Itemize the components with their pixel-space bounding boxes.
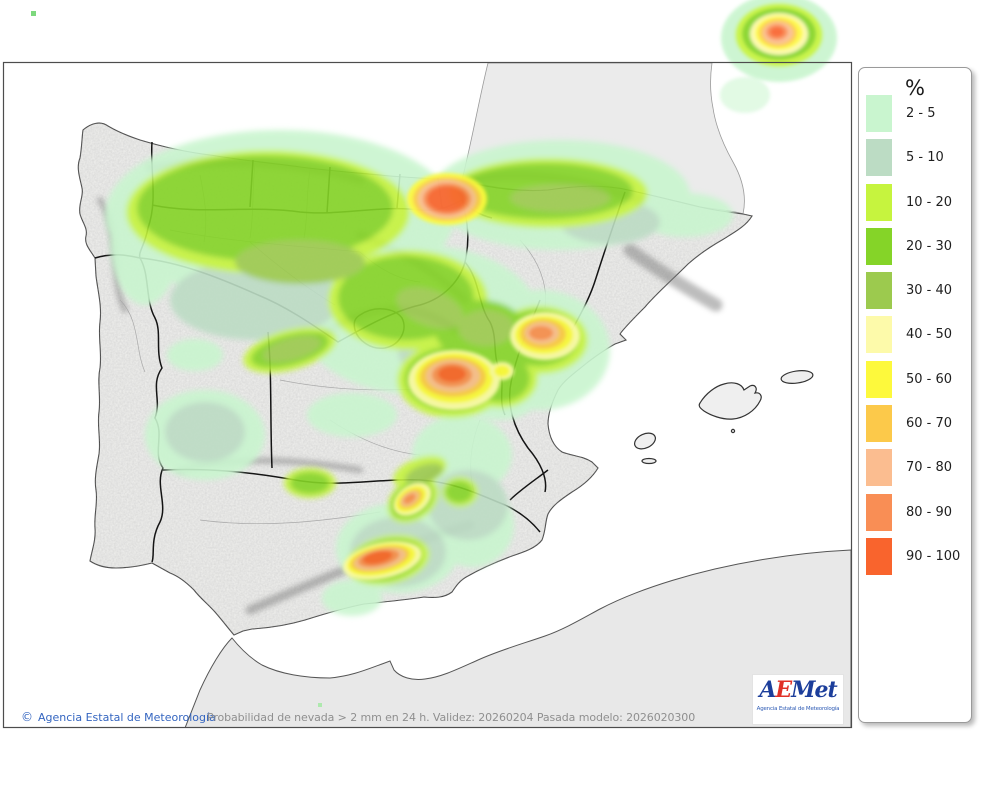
legend-color-swatch [866,316,892,354]
legend-item: 40 - 50 [866,316,969,354]
ibiza-island [634,432,656,450]
legend-range-label: 80 - 90 [906,504,953,520]
balearic-islands [634,370,814,465]
legend-color-swatch [866,449,892,487]
legend-range-label: 5 - 10 [906,150,944,166]
legend-color-swatch [866,405,892,443]
legend-color-swatch [866,227,892,265]
legend-color-swatch [866,537,892,575]
legend-item: 80 - 90 [866,493,969,531]
legend-color-swatch [866,360,892,398]
stray-green-dot-topleft [31,11,36,16]
map-caption: Probabilidad de nevada > 2 mm en 24 h. V… [207,711,696,724]
legend-range-label: 2 - 5 [906,106,936,121]
legend-color-swatch [866,95,892,132]
aemet-logo-caption: Agencia Estatal de Meteorología [756,706,840,712]
legend-range-label: 90 - 100 [906,548,961,564]
logo-letter-e: E [775,677,792,703]
cabrera-island [730,428,736,434]
legend-item: 5 - 10 [866,139,969,177]
logo-letter-a: A [759,677,776,703]
legend-item: 60 - 70 [866,405,969,443]
menorca-island [780,370,814,384]
mallorca-island [698,382,762,420]
copyright-text: Agencia Estatal de Meteorología [38,711,216,724]
legend-item: 10 - 20 [866,183,969,221]
legend-item: 70 - 80 [866,449,969,487]
aemet-wordmark: AEMet [753,677,843,703]
legend-color-swatch [866,139,892,177]
copyright-icon: © [21,710,33,724]
legend-item: 30 - 40 [866,272,969,310]
probability-cores [70,120,663,581]
legend-panel: % 2 - 5 5 - 10 10 - 20 20 - 30 30 - 40 4… [858,67,972,723]
copyright-line: © Agencia Estatal de Meteorología [21,710,216,724]
legend-range-label: 30 - 40 [906,283,953,299]
legend-range-label: 70 - 80 [906,460,953,476]
legend-range-label: 20 - 30 [906,238,953,254]
aemet-logo: AEMet Agencia Estatal de Meteorología [752,674,844,725]
africa-landmass [184,549,851,727]
map-frame-border [2,61,853,729]
legend-range-label: 60 - 70 [906,416,953,432]
legend-items: 2 - 5 5 - 10 10 - 20 20 - 30 30 - 40 40 … [866,95,969,582]
logo-letters-met: Met [791,677,838,703]
legend-item: 90 - 100 [866,537,969,575]
legend-color-swatch [866,272,892,310]
probability-blob-top-right [720,0,837,113]
legend-color-swatch [866,493,892,531]
stray-green-dot-bottom [318,703,322,707]
legend-item: 50 - 60 [866,360,969,398]
legend-range-label: 10 - 20 [906,194,953,210]
legend-range-label: 50 - 60 [906,371,953,387]
legend-range-label: 40 - 50 [906,327,953,343]
formentera-island [641,457,657,465]
legend-item: 2 - 5 [866,95,969,132]
legend-item: 20 - 30 [866,227,969,265]
legend-color-swatch [866,183,892,221]
legend-title: % [905,76,925,100]
